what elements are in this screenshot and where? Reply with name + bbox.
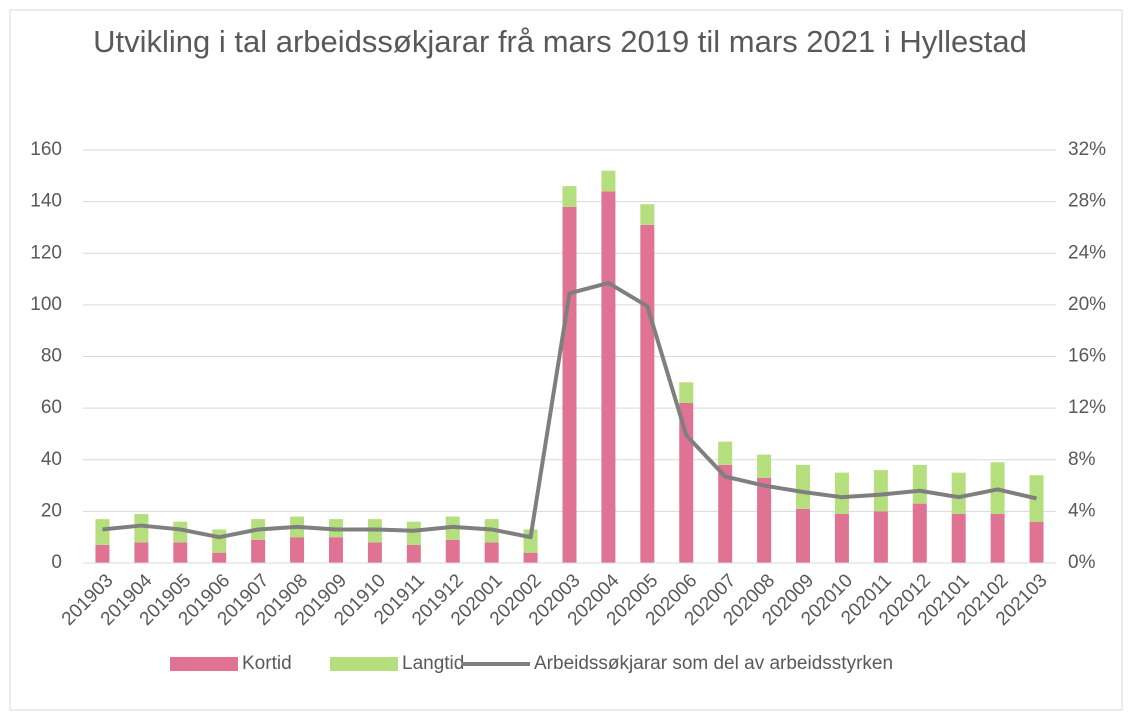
bar bbox=[484, 542, 499, 563]
bar bbox=[134, 513, 149, 543]
bar bbox=[951, 472, 966, 514]
bar bbox=[912, 503, 927, 563]
y2-tick-label: 0% bbox=[1068, 552, 1096, 573]
bar bbox=[251, 539, 266, 563]
line bbox=[102, 280, 1037, 540]
bar bbox=[757, 454, 772, 478]
y2-tick-label: 12% bbox=[1068, 397, 1106, 418]
y2-tick-label: 28% bbox=[1068, 191, 1106, 212]
y-tick-label: 20 bbox=[41, 500, 62, 521]
bar bbox=[601, 191, 616, 564]
bar bbox=[718, 464, 733, 563]
bar bbox=[95, 519, 110, 545]
y2-tick-label: 20% bbox=[1068, 294, 1106, 315]
y2-tick-label: 4% bbox=[1068, 500, 1096, 521]
y2-tick-label: 16% bbox=[1068, 346, 1106, 367]
bar bbox=[173, 521, 188, 543]
y2-tick-label: 8% bbox=[1068, 449, 1096, 470]
bar bbox=[173, 542, 188, 563]
bar bbox=[523, 552, 538, 563]
bar bbox=[834, 472, 849, 514]
y2-tick-label: 24% bbox=[1068, 242, 1106, 263]
frame bbox=[9, 9, 1123, 711]
bar bbox=[873, 511, 888, 563]
bar bbox=[873, 470, 888, 512]
y-tick-label: 140 bbox=[30, 191, 62, 212]
bar bbox=[406, 521, 421, 545]
bar bbox=[445, 539, 460, 563]
bar bbox=[640, 224, 655, 563]
bar bbox=[328, 537, 343, 563]
bar bbox=[990, 513, 1005, 563]
y-tick-label: 160 bbox=[30, 139, 62, 160]
legend-marker bbox=[170, 657, 238, 671]
bar bbox=[640, 204, 655, 225]
bar bbox=[95, 544, 110, 563]
bar bbox=[212, 552, 227, 563]
bar bbox=[679, 382, 694, 403]
bar bbox=[406, 544, 421, 563]
bar bbox=[912, 464, 927, 504]
bar bbox=[212, 529, 227, 553]
chart-title: Utvikling i tal arbeidssøkjarar frå mars… bbox=[93, 24, 1027, 59]
bar bbox=[718, 441, 733, 465]
bar bbox=[601, 170, 616, 192]
y2-tick-label: 32% bbox=[1068, 139, 1106, 160]
y-tick-label: 60 bbox=[41, 397, 62, 418]
bar bbox=[562, 206, 577, 563]
bar bbox=[757, 477, 772, 563]
y-tick-label: 40 bbox=[41, 449, 62, 470]
bar bbox=[134, 542, 149, 563]
legend-marker bbox=[330, 657, 398, 671]
bar bbox=[562, 186, 577, 207]
legend-label: Arbeidssøkjarar som del av arbeidsstyrke… bbox=[534, 653, 893, 674]
bar bbox=[367, 542, 382, 563]
y-tick-label: 120 bbox=[30, 242, 62, 263]
legend-label: Langtid bbox=[402, 653, 464, 674]
bar bbox=[796, 464, 811, 509]
y-tick-label: 100 bbox=[30, 294, 62, 315]
bar bbox=[834, 513, 849, 563]
bar bbox=[1029, 521, 1044, 563]
bar bbox=[290, 537, 305, 563]
y-tick-label: 0 bbox=[51, 552, 62, 573]
bar bbox=[796, 508, 811, 563]
legend-label: Kortid bbox=[242, 653, 292, 674]
bar bbox=[951, 513, 966, 563]
y-tick-label: 80 bbox=[41, 346, 62, 367]
bar bbox=[679, 402, 694, 563]
